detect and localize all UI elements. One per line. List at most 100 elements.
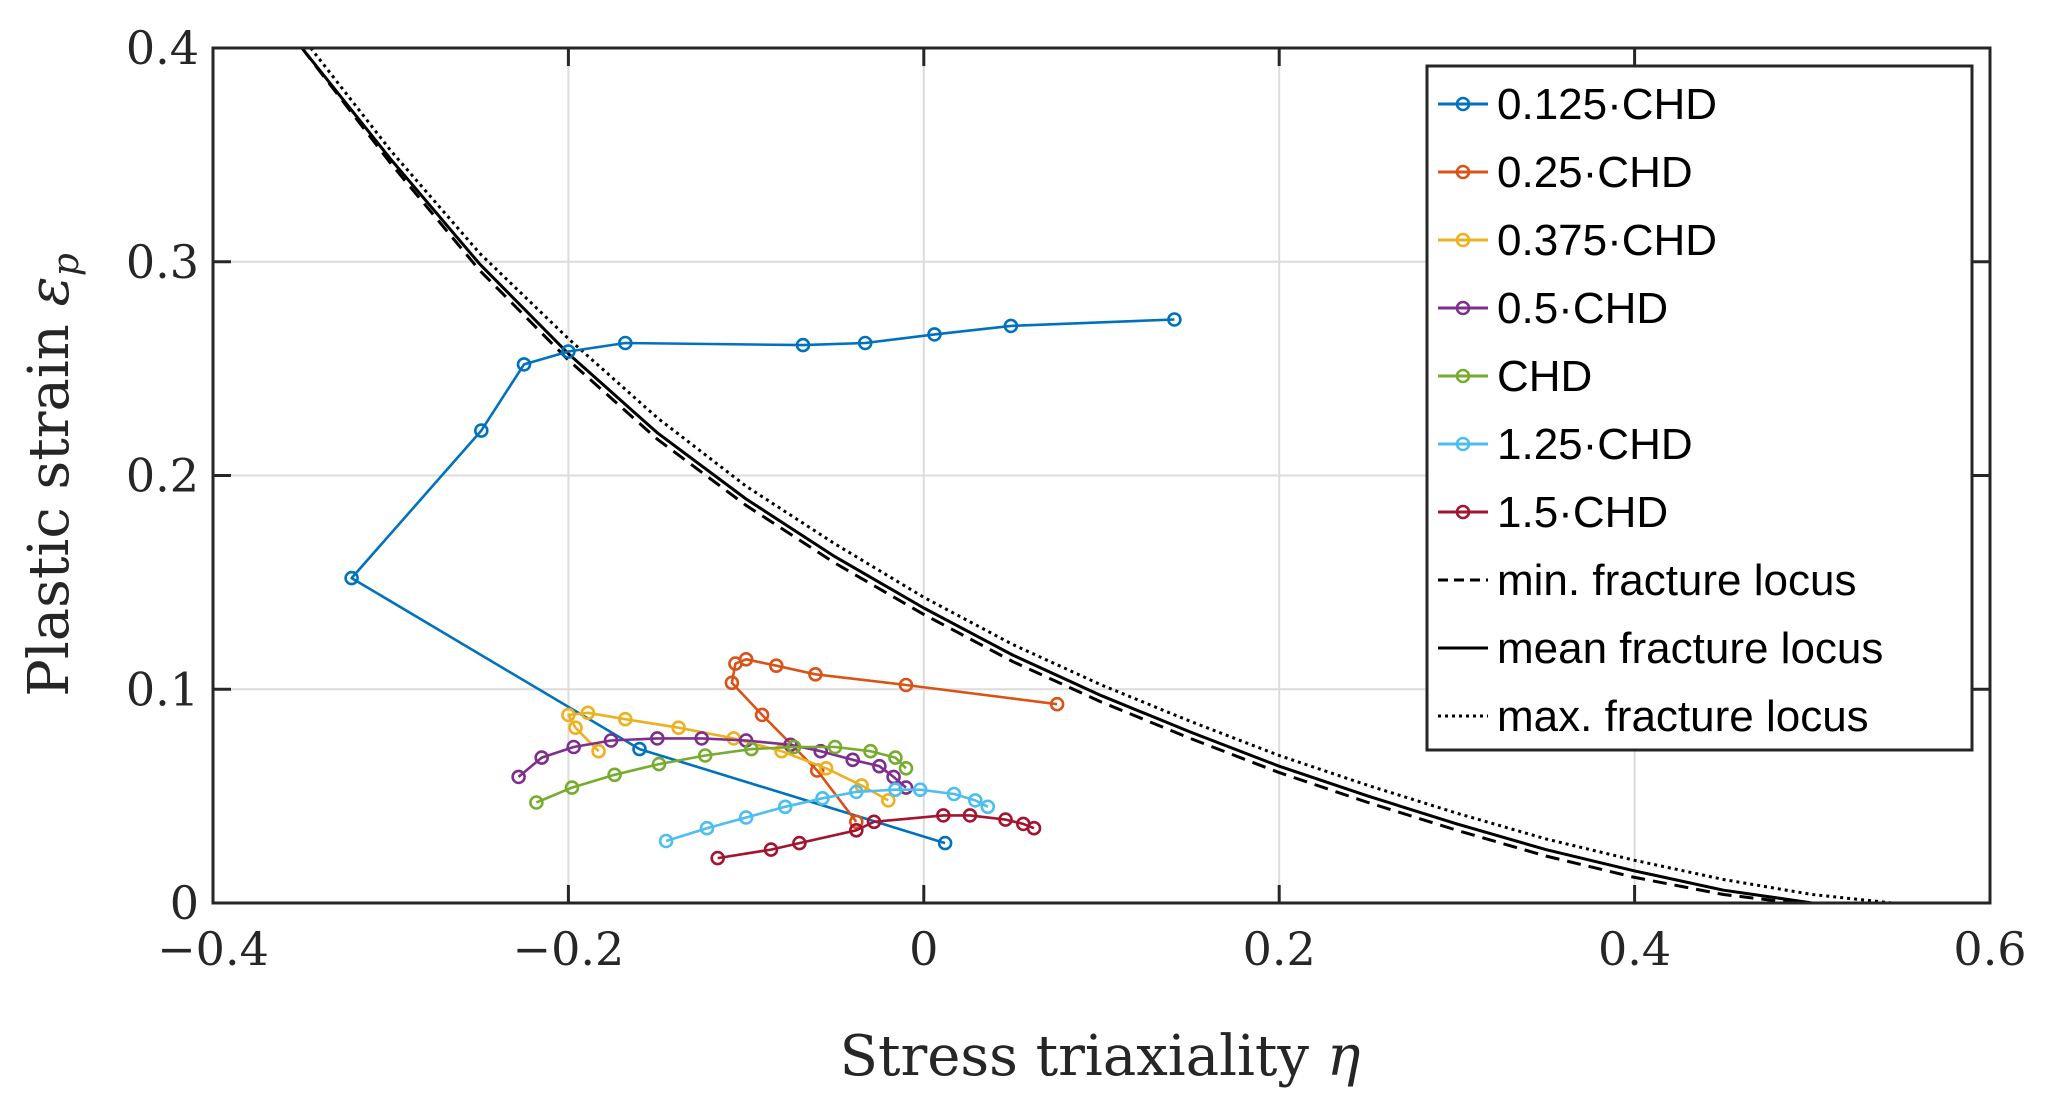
series-max-fracture-locus — [309, 48, 1893, 903]
series-1-5-chd — [710, 808, 1042, 866]
x-axis-label-text: Stress triaxiality — [840, 1024, 1310, 1089]
data-point — [946, 786, 962, 802]
series-line — [300, 48, 1795, 903]
legend-item-0-125-chd: 0.125·CHD — [1438, 80, 1717, 129]
axis-ticks — [211, 46, 1992, 905]
legend-label: CHD — [1497, 352, 1592, 401]
legend-label: 1.5·CHD — [1497, 488, 1668, 537]
data-point — [738, 651, 754, 667]
data-point — [962, 808, 978, 823]
x-tick-label: 0.2 — [1243, 922, 1316, 976]
y-tick-label: 0.1 — [126, 662, 199, 716]
data-point — [697, 748, 713, 763]
x-tick-label: −0.4 — [157, 922, 269, 976]
data-point — [603, 733, 619, 748]
data-point — [694, 731, 710, 746]
data-point — [848, 814, 864, 830]
data-point — [1167, 312, 1182, 327]
data-point — [857, 335, 873, 351]
data-point — [818, 760, 834, 776]
legend-label: 1.25·CHD — [1497, 420, 1693, 469]
series-1-25-chd — [658, 782, 996, 849]
data-point — [744, 741, 759, 757]
legend-label: 0.125·CHD — [1497, 80, 1717, 129]
data-point — [511, 769, 526, 785]
data-point — [998, 812, 1013, 827]
data-point — [863, 743, 878, 759]
data-point — [888, 782, 903, 798]
data-point — [561, 344, 576, 359]
x-tick-labels: −0.4 −0.2 0 0.2 0.4 0.6 — [157, 922, 2026, 976]
legend-item-max-fracture-locus: max. fracture locus — [1438, 692, 1869, 741]
data-point — [591, 743, 606, 759]
data-point — [866, 814, 882, 830]
data-point — [529, 795, 544, 810]
data-point — [980, 799, 996, 815]
data-point — [710, 850, 726, 866]
data-point — [724, 675, 740, 691]
data-point — [880, 793, 896, 808]
legend-item-1-25-chd: 1.25·CHD — [1438, 420, 1693, 469]
data-point — [632, 741, 647, 757]
x-tick-label: −0.2 — [513, 922, 625, 976]
data-point — [792, 835, 807, 851]
data-point — [1003, 318, 1019, 334]
x-tick-label: 0.4 — [1598, 922, 1671, 976]
data-point — [848, 822, 864, 838]
data-point — [473, 423, 489, 438]
data-point — [795, 337, 811, 353]
series-mean-fracture-locus — [300, 48, 1813, 903]
series-line — [717, 814, 1035, 860]
data-point — [561, 707, 576, 723]
data-point — [763, 842, 779, 857]
data-point — [937, 835, 953, 851]
series-line — [535, 745, 907, 804]
data-point — [845, 752, 861, 768]
data-point — [935, 808, 951, 823]
y-axis-symbol: ε — [17, 276, 82, 306]
data-point — [699, 820, 715, 836]
data-point — [1049, 696, 1065, 712]
data-point — [898, 677, 914, 693]
data-point — [777, 799, 793, 815]
data-point — [848, 784, 864, 800]
series-line — [309, 48, 1893, 903]
x-axis-symbol: η — [1327, 1024, 1361, 1089]
data-point — [580, 705, 596, 721]
series-0-125-chd — [344, 312, 1182, 851]
data-point — [534, 750, 550, 765]
series-line — [300, 48, 1813, 903]
legend: 0.125·CHD 0.25·CHD 0.375·CHD 0.5·CHD CHD 1.25… — [1425, 64, 1974, 752]
legend-marker — [1455, 300, 1471, 316]
data-point — [617, 711, 633, 727]
data-point — [607, 767, 622, 783]
data-point — [888, 750, 903, 765]
data-point — [754, 707, 770, 723]
legend-label: 0.375·CHD — [1497, 216, 1717, 265]
series-min-fracture-locus — [300, 48, 1795, 903]
y-tick-label: 0.3 — [126, 235, 199, 289]
legend-marker — [1455, 436, 1471, 452]
data-point — [564, 780, 580, 795]
legend-label: min. fracture locus — [1497, 556, 1856, 605]
data-point — [827, 739, 843, 755]
legend-label: mean fracture locus — [1497, 624, 1883, 673]
data-point — [872, 758, 887, 774]
data-point — [617, 335, 633, 351]
legend-box — [1425, 64, 1974, 752]
legend-marker — [1455, 504, 1471, 520]
legend-item-1-5-chd: 1.5·CHD — [1438, 488, 1668, 537]
data-point — [568, 720, 583, 736]
data-point — [808, 666, 823, 682]
legend-item-0-25-chd: 0.25·CHD — [1438, 148, 1693, 197]
data-point — [738, 810, 754, 825]
series-chd — [529, 739, 914, 810]
x-tick-label: 0.6 — [1953, 922, 2026, 976]
x-axis-label: Stress triaxiality η — [840, 1024, 1361, 1089]
data-point — [813, 743, 829, 759]
y-axis-label: Plastic strain εp — [17, 253, 87, 697]
data-point — [651, 756, 667, 772]
y-tick-label: 0 — [170, 876, 199, 930]
data-point — [927, 327, 942, 342]
